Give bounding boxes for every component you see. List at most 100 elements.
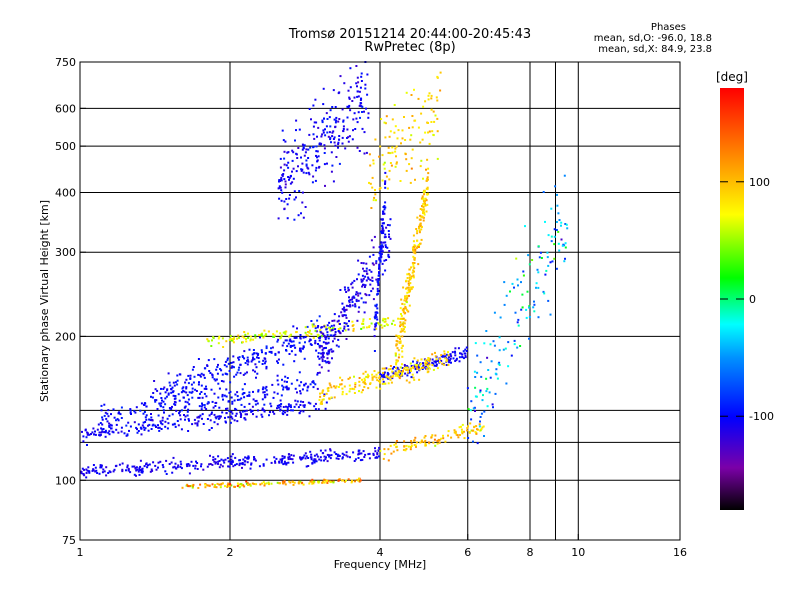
data-point: [404, 139, 407, 141]
data-point: [387, 368, 390, 371]
data-point: [280, 199, 283, 202]
data-point: [220, 458, 223, 461]
data-point: [337, 345, 340, 348]
data-point: [397, 336, 400, 339]
data-point: [365, 326, 368, 329]
data-point: [428, 142, 431, 145]
data-point: [340, 383, 343, 386]
data-point: [384, 233, 387, 236]
data-point: [101, 471, 104, 474]
data-point: [184, 418, 186, 421]
data-point: [151, 469, 154, 472]
data-point: [279, 408, 282, 411]
data-point: [189, 377, 192, 380]
data-point: [287, 456, 290, 459]
data-point: [207, 401, 210, 404]
data-point: [427, 131, 429, 134]
data-point: [392, 372, 395, 375]
data-point: [193, 375, 196, 378]
data-point: [262, 463, 265, 466]
data-point: [179, 460, 182, 463]
data-point: [443, 352, 446, 355]
data-point: [319, 402, 322, 405]
data-point: [277, 383, 280, 386]
data-point: [343, 325, 346, 328]
data-point: [117, 431, 120, 434]
data-point: [418, 378, 421, 381]
data-point: [243, 392, 246, 394]
data-point: [362, 323, 365, 325]
data-point: [251, 353, 254, 356]
data-point: [308, 108, 311, 110]
data-point: [416, 364, 419, 367]
data-point: [321, 119, 324, 122]
data-point: [244, 456, 247, 459]
data-point: [467, 425, 469, 428]
data-point: [323, 144, 326, 147]
data-point: [263, 410, 266, 413]
data-point: [201, 396, 204, 399]
data-point: [329, 136, 332, 139]
data-point: [346, 137, 348, 139]
data-point: [374, 304, 377, 307]
data-point: [372, 263, 375, 266]
data-point: [110, 424, 113, 427]
x-axis: 1 2 4 6 8 10 16: [77, 534, 687, 559]
data-point: [481, 399, 484, 402]
data-point: [352, 451, 355, 454]
data-point: [457, 347, 460, 350]
data-point: [431, 361, 434, 364]
data-point: [113, 416, 116, 419]
data-point: [392, 450, 395, 453]
data-point: [485, 390, 488, 393]
data-point: [341, 136, 344, 139]
data-point: [240, 484, 243, 487]
data-point: [329, 329, 332, 331]
data-point: [317, 352, 320, 355]
data-point: [390, 164, 393, 167]
data-point: [377, 280, 379, 283]
data-point: [314, 339, 317, 342]
data-point: [372, 162, 375, 165]
data-point: [325, 336, 328, 339]
data-point: [293, 218, 296, 221]
data-point: [353, 375, 355, 378]
data-point: [464, 356, 467, 359]
data-point: [374, 314, 377, 317]
trace-cluster: [394, 167, 430, 377]
data-point: [139, 459, 142, 462]
data-point: [231, 339, 234, 342]
data-point: [295, 336, 298, 339]
data-point: [287, 161, 290, 164]
data-point: [376, 379, 379, 382]
data-point: [438, 360, 441, 363]
data-point: [384, 244, 387, 247]
data-point: [141, 424, 144, 427]
data-point: [323, 117, 325, 120]
data-point: [311, 462, 314, 465]
data-point: [542, 191, 545, 193]
data-point: [301, 162, 304, 165]
data-point: [278, 404, 281, 407]
data-point: [180, 428, 183, 431]
data-point: [243, 350, 246, 353]
trace-cluster: [379, 422, 485, 462]
data-point: [197, 373, 200, 376]
data-point: [379, 381, 381, 384]
trace-cluster: [151, 315, 331, 408]
data-point: [403, 364, 406, 366]
data-point: [176, 383, 179, 386]
data-point: [486, 356, 489, 359]
data-point: [395, 363, 398, 366]
data-point: [249, 467, 252, 470]
data-point: [86, 432, 89, 435]
data-point: [345, 451, 348, 454]
data-point: [323, 335, 326, 338]
data-point: [213, 358, 216, 361]
data-point: [447, 354, 450, 357]
data-point: [317, 408, 320, 411]
data-point: [550, 240, 553, 243]
data-point: [196, 468, 199, 470]
data-point: [254, 400, 257, 403]
